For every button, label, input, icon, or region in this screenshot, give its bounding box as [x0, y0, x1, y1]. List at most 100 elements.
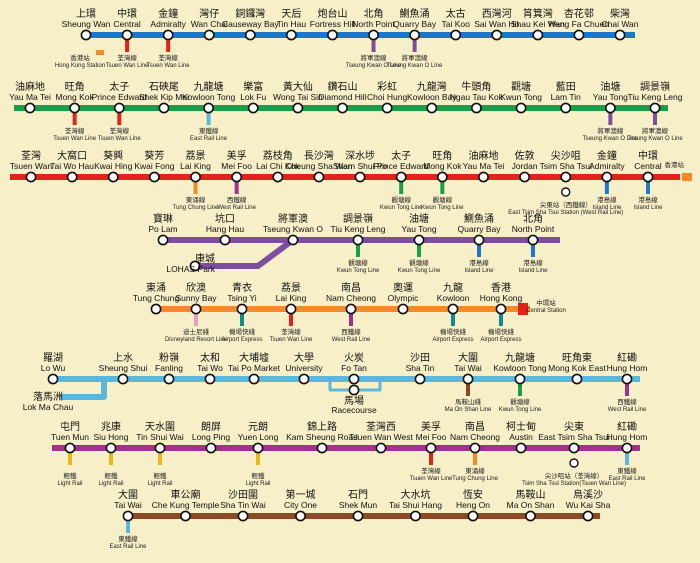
tko-station-3-label-zh: 調景嶺 [343, 212, 373, 225]
eastrail-station-6-label-en: Fo Tan [341, 363, 367, 373]
island-station-7-marker [368, 29, 379, 41]
eastrail-station-4-marker [248, 373, 260, 385]
kwuntong-station-9-label-zh: 九龍灣 [417, 80, 447, 93]
wr-mei-foo-transfer-zh: 荃灣線 [421, 466, 441, 475]
tw-lai-king-transfer-zh: 東涌線 [186, 195, 206, 204]
tw-central-transfer-en: Island Line [633, 205, 663, 211]
eastrail-station-2-label-en: Fanling [155, 363, 183, 373]
kwuntong-station-4-marker [203, 102, 214, 114]
tc-hong-kong-transfer-en: Airport Express [480, 337, 521, 343]
eastrail-station-4-label-zh: 大埔墟 [239, 351, 269, 364]
tungchung-station-6-label-zh: 九龍 [443, 281, 463, 294]
kwuntong-station-5-label-zh: 樂富 [243, 80, 263, 93]
tw-mei-foo-transfer-en: West Rail Line [217, 205, 256, 211]
tko-yau-tong-transfer-en: Kwun Tong Line [398, 268, 441, 274]
tsuenwan-station-14-label-zh: 金鐘 [597, 149, 617, 162]
tsuenwan-station-3-marker [148, 171, 160, 183]
westrail-station-2-label-en: Tin Shui Wai [136, 432, 184, 442]
island-admiralty-transfer-en: Tsuen Wan Line [147, 63, 190, 69]
tw-admiralty-transfer-zh: 港島線 [597, 195, 617, 204]
eastrail-station-7-marker [414, 373, 426, 385]
island-station-5-label-zh: 天后 [281, 8, 301, 20]
tsuenwan-station-15-label-en: Central [634, 161, 662, 171]
island-station-7-label-zh: 北角 [364, 8, 384, 20]
kwuntong-station-12-label-zh: 藍田 [556, 80, 576, 93]
tko-station-5-marker [473, 234, 485, 246]
tsuenwan-station-13-marker [560, 171, 572, 183]
westrail-station-9-label-zh: 柯士甸 [506, 420, 536, 433]
westrail-station-1-label-zh: 兆康 [101, 420, 121, 433]
tw-mei-foo-transfer-zh: 西鐵線 [227, 195, 247, 204]
tungchung-station-7-label-zh: 香港 [491, 282, 511, 294]
island-station-6-label-en: Fortress Hill [310, 19, 355, 29]
kwuntong-station-11-label-en: Kwun Tong [500, 92, 542, 102]
maonshan-station-5-label-en: Tai Shui Hang [389, 500, 442, 510]
tsuenwan-station-10-label-zh: 旺角 [432, 150, 452, 162]
tko-station-2-label-zh: 將軍澳 [278, 212, 308, 225]
tko-lohas-park-marker [189, 260, 201, 272]
kt-yau-tong-transfer-en: Tseung Kwan O Line [583, 136, 639, 142]
westrail-station-10-label-en: East Tsim Sha Tsui [538, 432, 610, 442]
maonshan-station-8-label-en: Wu Kai Sha [566, 500, 611, 510]
westrail-station-3-marker [205, 442, 217, 454]
island-station-12-marker [573, 29, 585, 41]
mos-tai-wai-transfer-en: East Rail Line [109, 544, 147, 550]
eastrail-lmc-en: Lok Ma Chau [23, 402, 74, 412]
kwuntong-station-10-label-en: Ngau Tau Kok [450, 92, 504, 102]
wr-light-rail-zh-0: 輕鐵 [64, 471, 78, 480]
maonshan-station-5-marker [410, 510, 421, 522]
eastrail-lmc-branch [60, 379, 107, 400]
kwuntong-station-3-marker [158, 102, 170, 114]
eastrail-station-10-label-zh: 旺角東 [562, 351, 592, 364]
island-station-10-marker [491, 29, 503, 41]
maonshan-station-2-marker [237, 510, 249, 522]
tsuenwan-station-3-label-zh: 葵芳 [144, 149, 164, 162]
kwuntong-station-12-marker [560, 102, 572, 114]
kwuntong-station-12-label-en: Lam Tin [551, 92, 582, 102]
maonshan-station-7-label-en: Ma On Shan [507, 500, 555, 510]
westrail-station-11-label-zh: 紅磡 [617, 420, 637, 433]
kwuntong-station-3-label-zh: 石硤尾 [149, 81, 179, 93]
tsuenwan-station-12-label-en: Jordan [512, 161, 538, 171]
island-station-7-label-en: North Point [352, 19, 395, 29]
tko-lohas-label-en: LOHAS Park [166, 264, 215, 274]
tsuenwan-station-9-label-en: Prince Edward [374, 161, 430, 171]
island-station-4-label-en: Causeway Bay [222, 19, 279, 29]
kwuntong-station-11-marker [515, 102, 527, 114]
kwuntong-station-5-label-en: Lok Fu [240, 92, 266, 102]
tsuenwan-station-11-label-en: Yau Ma Tei [463, 161, 505, 171]
kwuntong-station-3-label-en: Shek Kip Mei [139, 92, 189, 102]
island-station-8-marker [409, 29, 421, 41]
westrail-station-6-label-zh: 荃灣西 [366, 420, 396, 433]
island-station-5-label-en: Tin Hau [277, 19, 307, 29]
westrail-station-11-label-en: Hung Hom [607, 432, 648, 442]
tungchung-station-0-label-zh: 東涌 [146, 281, 166, 294]
er-tai-wai-transfer-zh: 馬鞍山綫 [455, 397, 482, 406]
tko-station-6-label-en: North Point [512, 224, 555, 234]
tsuenwan-station-6-marker [272, 171, 284, 183]
island-station-11-marker [532, 29, 544, 41]
westrail-station-9-marker [515, 442, 527, 454]
kwuntong-station-6-label-zh: 黃大仙 [283, 80, 313, 93]
westrail-station-8-label-zh: 南昌 [465, 420, 485, 433]
eastrail-station-2-marker [163, 373, 175, 385]
westrail-station-1-label-en: Siu Hong [94, 432, 129, 442]
maonshan-station-2-label-zh: 沙田圍 [228, 489, 258, 501]
eastrail-station-8-label-en: Tai Wai [454, 363, 482, 373]
westrail-station-7-label-zh: 美孚 [421, 420, 441, 433]
island-station-12-label-zh: 杏花邨 [564, 7, 594, 20]
tw-prince-edward-transfer-en: Kwun Tong Line [380, 205, 423, 211]
westrail-station-7-label-en: Mei Foo [416, 432, 447, 442]
kwuntong-station-7-label-zh: 鑽石山 [328, 80, 358, 93]
kwuntong-station-0-marker [24, 102, 36, 114]
island-north-point-transfer-zh: 將軍澳線 [361, 53, 388, 62]
island-station-8-label-en: Quarry Bay [393, 19, 437, 29]
island-station-0-marker [80, 29, 92, 41]
maonshan-station-6-marker [467, 510, 479, 522]
tko-station-4-marker [413, 234, 425, 246]
tko-north-point-transfer-en: Island Line [518, 268, 548, 274]
tsuenwan-station-4-label-zh: 荔景 [186, 149, 206, 162]
tsuenwan-station-6-label-en: Lai Chi Kok [256, 161, 300, 171]
tst-note-zh: 尖東站（西鐵線） [540, 200, 592, 209]
maonshan-station-6-label-zh: 恆安 [463, 488, 483, 501]
